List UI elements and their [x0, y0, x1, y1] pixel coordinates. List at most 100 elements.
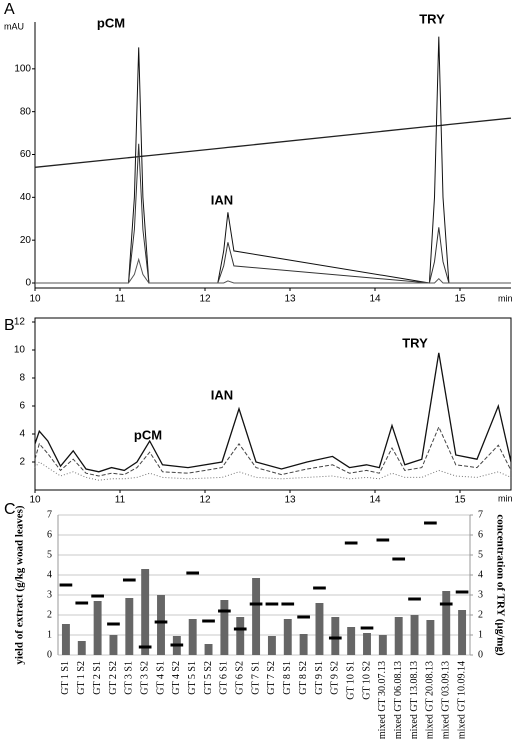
concentration-marker [202, 619, 215, 623]
x-tick-label: mixed GT 30.07.13 [377, 661, 388, 739]
concentration-marker [107, 622, 120, 626]
trace [35, 143, 511, 284]
bar [267, 636, 276, 655]
concentration-marker [138, 645, 152, 649]
bar [204, 644, 213, 655]
x-tick-label: 11 [115, 495, 126, 506]
bar [125, 598, 134, 655]
concentration-marker [233, 627, 247, 631]
x-tick-label: GT 5 S2 [203, 661, 214, 695]
concentration-marker [328, 636, 342, 640]
bar [188, 619, 197, 655]
trace [35, 257, 511, 284]
x-tick-label: GT 8 S2 [298, 661, 309, 695]
bar [252, 578, 261, 655]
concentration-marker [170, 643, 184, 647]
x-tick-label: GT 1 S2 [76, 661, 87, 695]
x-tick-label: 10 [29, 294, 41, 305]
y2-tick-label: 1 [478, 629, 483, 640]
bar [109, 635, 118, 655]
x-tick-label: 15 [454, 495, 466, 506]
bar [410, 615, 419, 655]
y-tick-label: 5 [47, 549, 52, 560]
plot-frame [34, 317, 512, 491]
peak-annotation: IAN [211, 387, 233, 402]
panel-label: A [4, 1, 15, 18]
x-tick-label: 13 [284, 495, 296, 506]
y2-tick-label: 6 [478, 529, 483, 540]
x-tick-label: GT 6 S2 [235, 661, 246, 695]
peak-annotation: IAN [211, 192, 233, 207]
x-tick-label: GT 4 S2 [171, 661, 182, 695]
concentration-marker [281, 602, 295, 606]
trace [34, 425, 512, 477]
y-tick-label: 60 [20, 149, 32, 160]
y-tick-label: 8 [19, 373, 25, 384]
concentration-marker [218, 609, 231, 613]
x-tick-label: mixed GT 13.08.13 [409, 661, 420, 739]
trace [34, 461, 512, 481]
bar [315, 603, 324, 655]
concentration-marker [59, 583, 73, 587]
y-tick-label: 2 [19, 457, 25, 468]
y-tick-label: 40 [20, 192, 32, 203]
bar [220, 600, 229, 655]
y-tick-label: 1 [47, 629, 52, 640]
concentration-marker [313, 586, 326, 590]
y-tick-label: 2 [47, 609, 52, 620]
y2-tick-label: 5 [478, 549, 483, 560]
x-tick-label: GT 2 S1 [92, 661, 103, 695]
concentration-marker [75, 601, 89, 605]
y-tick-label: 100 [14, 63, 31, 74]
concentration-marker [91, 594, 104, 598]
concentration-marker [360, 626, 374, 630]
x-tick-label: 14 [369, 495, 381, 506]
bar [347, 627, 356, 655]
y-tick-label: 0 [47, 649, 52, 660]
peak-annotation: TRY [402, 335, 428, 350]
x-tick-label: 13 [284, 294, 296, 305]
y2-axis-label: concentration of TRY (µg/mg) [494, 514, 506, 656]
y2-tick-label: 3 [478, 589, 483, 600]
trace [34, 117, 512, 168]
x-tick-label: GT 4 S1 [155, 661, 166, 695]
y2-tick-label: 0 [478, 649, 483, 660]
x-tick-label: mixed GT 03.09.13 [441, 661, 452, 739]
y-unit: mAU [4, 21, 24, 31]
y-tick-label: 80 [20, 106, 32, 117]
peak-annotation: pCM [134, 427, 162, 442]
x-tick-label: 10 [29, 495, 41, 506]
peak-annotation: pCM [97, 15, 125, 30]
x-tick-label: 14 [369, 294, 381, 305]
y-tick-label: 4 [47, 569, 52, 580]
bar [331, 617, 340, 655]
y-tick-label: 7 [47, 509, 52, 520]
concentration-marker [439, 602, 453, 606]
bar [141, 569, 150, 655]
concentration-marker [154, 620, 168, 624]
x-tick-label: GT 9 S2 [330, 661, 341, 695]
panel-label: C [4, 501, 16, 518]
x-tick-label: GT 9 S1 [314, 661, 325, 695]
x-tick-label: mixed GT 10.09.14 [456, 661, 467, 739]
bar [157, 595, 165, 655]
y-tick-label: 10 [14, 345, 26, 356]
bar [378, 635, 387, 655]
x-tick-label: GT 10 S2 [361, 661, 372, 700]
trace [34, 352, 512, 473]
y-axis-label: yield of extract (g/kg woad leaves) [14, 505, 26, 664]
y-tick-label: 4 [19, 429, 25, 440]
y2-tick-label: 4 [478, 569, 483, 580]
x-tick-label: GT 6 S1 [219, 661, 230, 695]
x-tick-label: GT 2 S2 [108, 661, 119, 695]
bar [77, 641, 86, 655]
y-tick-label: 12 [14, 317, 26, 328]
bar [363, 633, 371, 655]
x-tick-label: GT 3 S1 [124, 661, 135, 695]
x-tick-label: 15 [454, 294, 466, 305]
x-tick-label: 12 [199, 495, 211, 506]
x-tick-label: mixed GT 20.08.13 [425, 661, 436, 739]
concentration-marker [392, 557, 406, 561]
peak-annotation: TRY [419, 11, 445, 26]
